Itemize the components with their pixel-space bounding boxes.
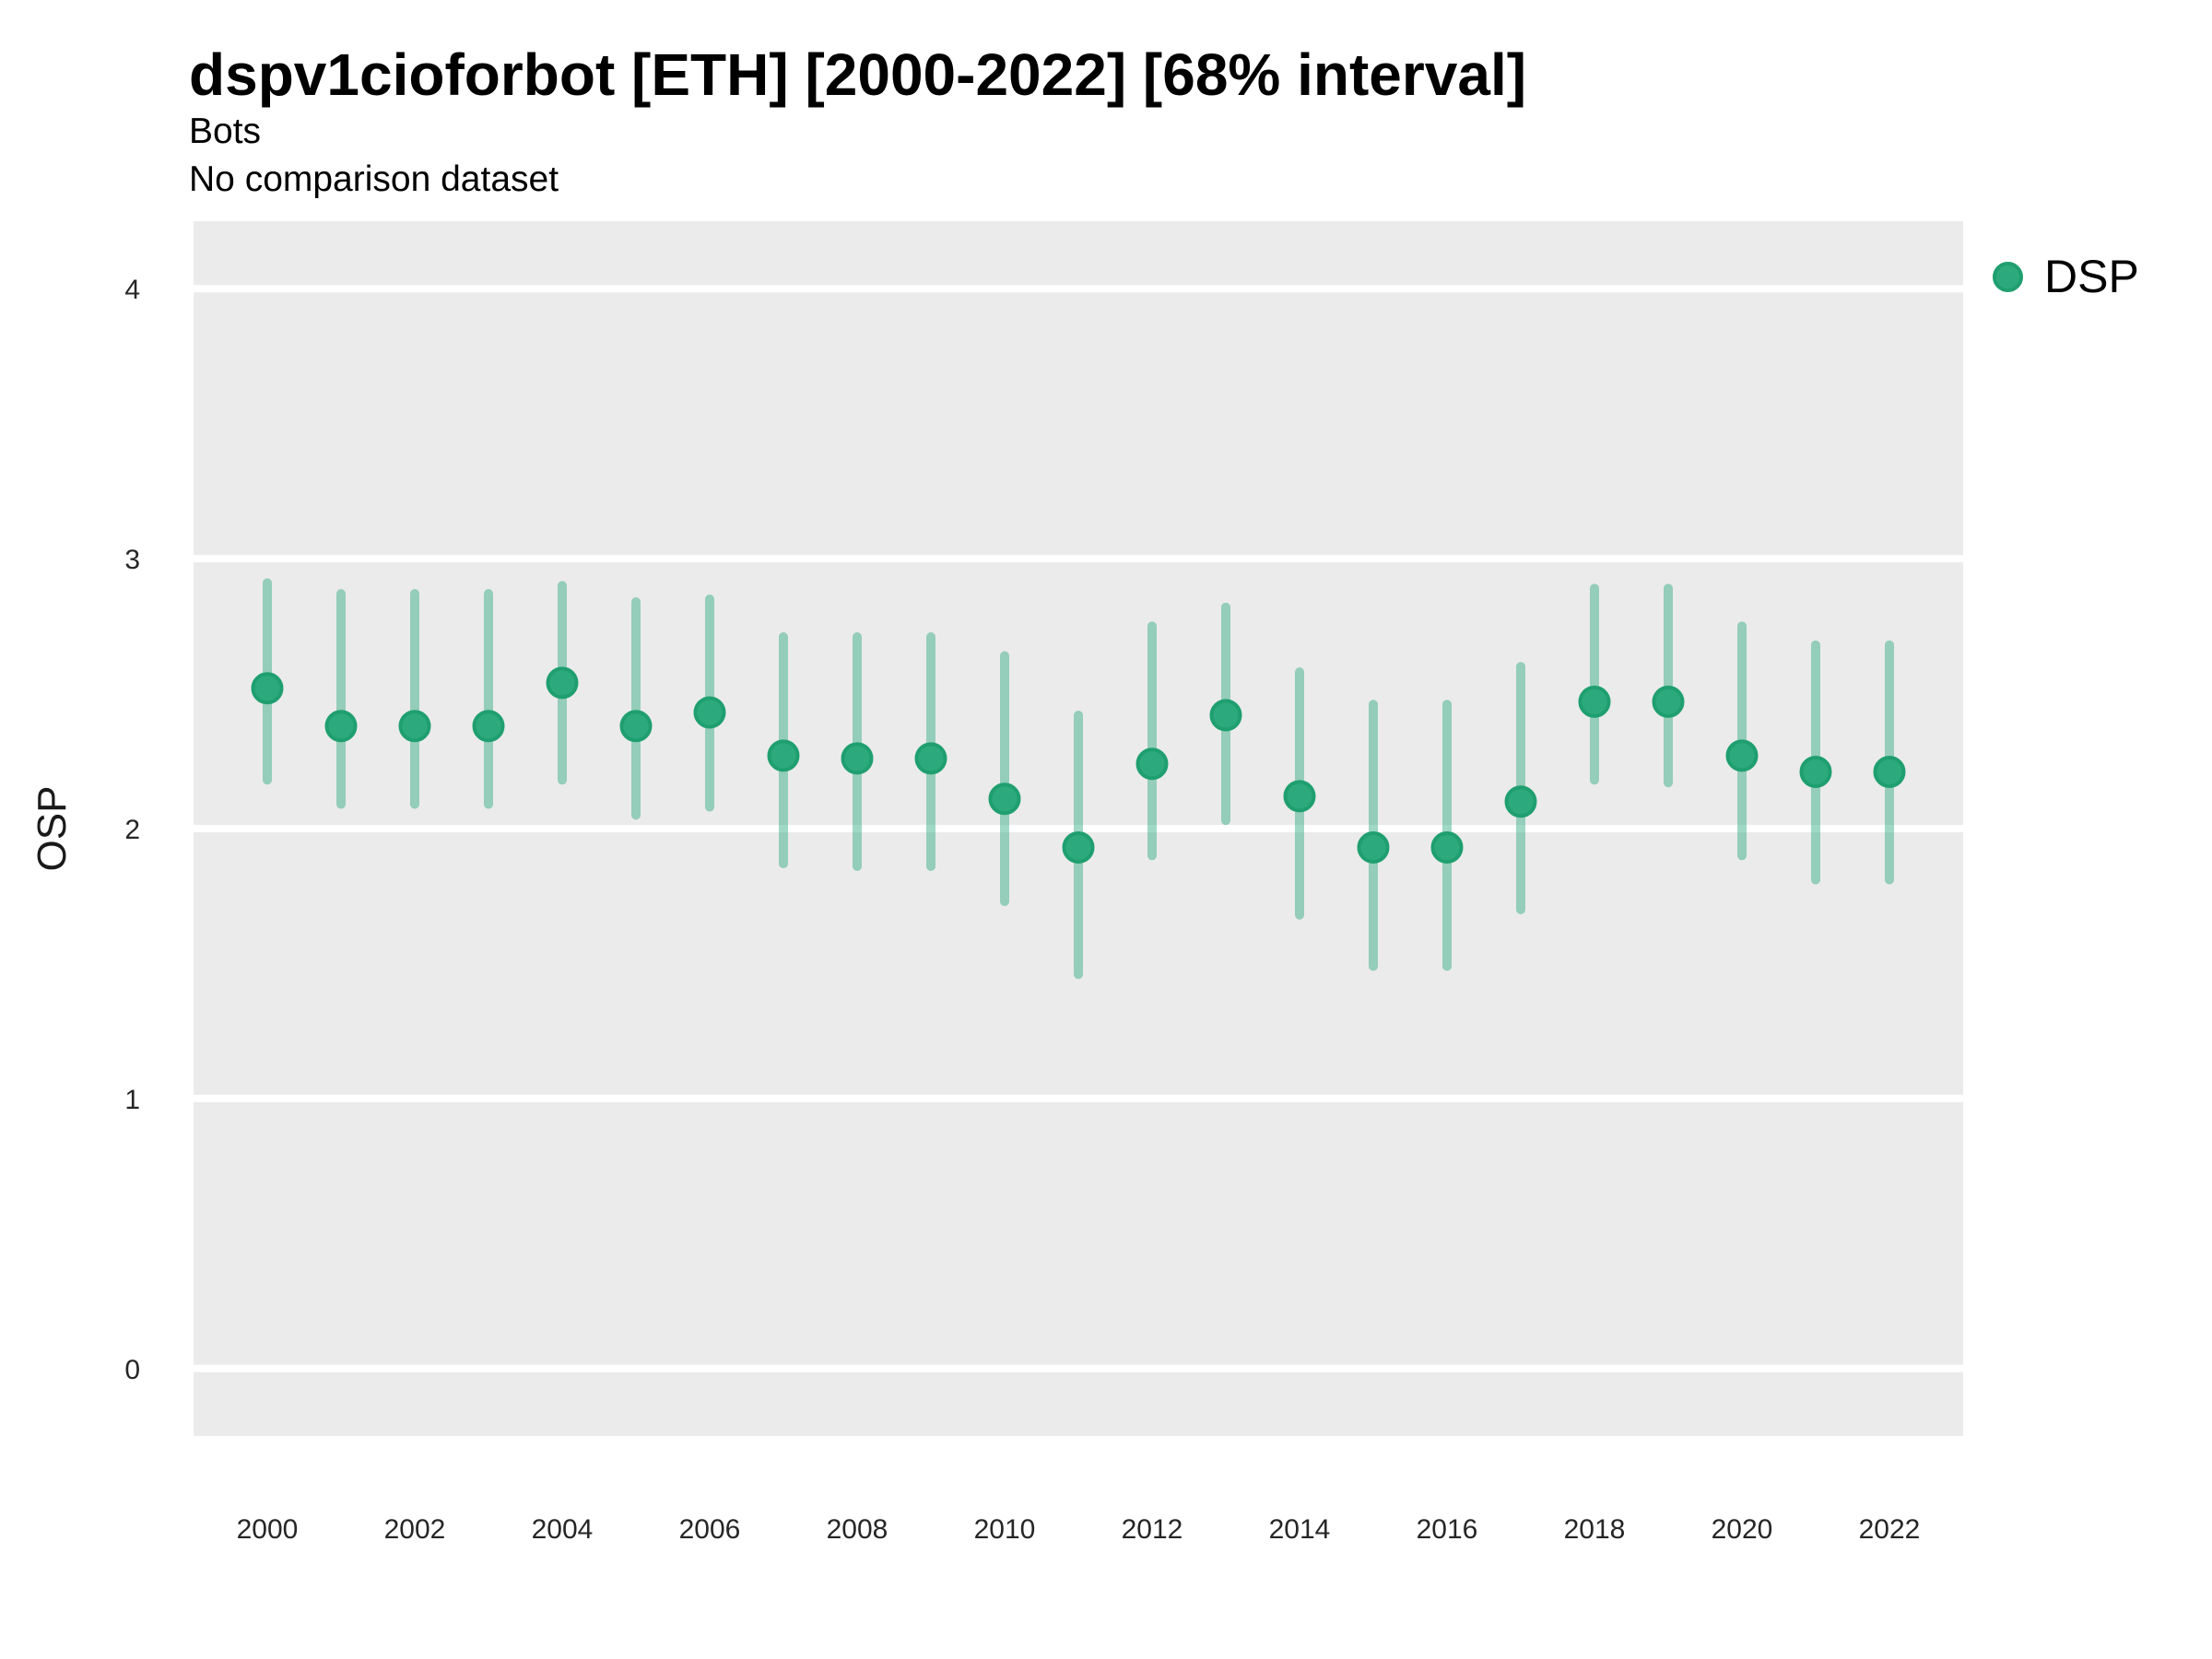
chart-subtitle-comparison: No comparison dataset bbox=[189, 159, 559, 199]
data-point bbox=[1652, 685, 1685, 718]
chart-subtitle: Bots bbox=[189, 112, 262, 151]
x-tick-label: 2000 bbox=[237, 1514, 299, 1545]
data-point bbox=[1504, 785, 1537, 818]
y-tick-label: 1 bbox=[124, 1085, 140, 1115]
gridlines bbox=[194, 285, 1963, 1372]
data-point bbox=[1873, 755, 1906, 788]
legend-point-icon bbox=[1993, 261, 2023, 292]
data-point bbox=[1578, 685, 1611, 718]
chart-title: dspv1cioforbot [ETH] [2000-2022] [68% in… bbox=[189, 41, 1527, 108]
x-tick-label: 2012 bbox=[1122, 1514, 1183, 1545]
data-point bbox=[1209, 699, 1242, 732]
legend: DSP bbox=[1993, 250, 2139, 303]
y-axis-labels: 0 1 2 3 4 bbox=[124, 275, 140, 1385]
data-point bbox=[841, 742, 874, 775]
data-point bbox=[251, 672, 284, 705]
y-axis-title: OSP bbox=[29, 786, 75, 872]
data-point bbox=[693, 696, 726, 729]
x-tick-label: 2004 bbox=[532, 1514, 594, 1545]
x-tick-label: 2008 bbox=[827, 1514, 888, 1545]
data-point bbox=[1799, 755, 1832, 788]
x-tick-label: 2018 bbox=[1564, 1514, 1626, 1545]
y-tick-label: 0 bbox=[124, 1355, 140, 1385]
data-point bbox=[1725, 739, 1759, 772]
data-point bbox=[398, 710, 431, 743]
data-point bbox=[324, 710, 358, 743]
data-point bbox=[1135, 747, 1169, 781]
data-points bbox=[251, 666, 1906, 865]
y-tick-label: 4 bbox=[124, 275, 140, 305]
x-axis-labels: 2000 2002 2004 2006 2008 2010 2012 2014 2016 2018… bbox=[237, 1514, 1921, 1545]
x-tick-label: 2020 bbox=[1712, 1514, 1773, 1545]
data-point bbox=[1062, 831, 1095, 865]
data-point bbox=[472, 710, 505, 743]
data-point bbox=[1357, 831, 1390, 865]
y-tick-label: 2 bbox=[124, 815, 140, 845]
x-tick-label: 2006 bbox=[679, 1514, 741, 1545]
x-tick-label: 2016 bbox=[1417, 1514, 1478, 1545]
data-point bbox=[546, 666, 579, 700]
x-tick-label: 2002 bbox=[384, 1514, 446, 1545]
legend-label: DSP bbox=[2044, 251, 2139, 302]
data-point bbox=[988, 782, 1021, 816]
y-tick-label: 3 bbox=[124, 545, 140, 575]
data-point bbox=[914, 742, 947, 775]
x-tick-label: 2022 bbox=[1859, 1514, 1921, 1545]
x-tick-label: 2010 bbox=[974, 1514, 1036, 1545]
data-point bbox=[1430, 831, 1464, 865]
data-point bbox=[767, 739, 800, 772]
x-tick-label: 2014 bbox=[1269, 1514, 1331, 1545]
data-point bbox=[1283, 780, 1316, 813]
data-point bbox=[619, 710, 653, 743]
